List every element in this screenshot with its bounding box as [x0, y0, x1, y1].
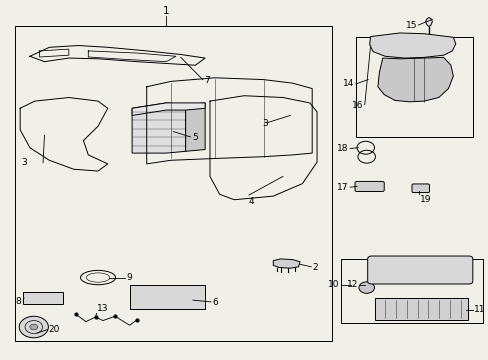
Text: 20: 20	[48, 325, 60, 334]
FancyBboxPatch shape	[130, 285, 204, 309]
Circle shape	[19, 316, 48, 338]
Text: 9: 9	[126, 273, 132, 282]
FancyBboxPatch shape	[367, 256, 472, 284]
Polygon shape	[369, 33, 455, 58]
Text: 11: 11	[473, 305, 484, 314]
Text: 2: 2	[311, 263, 317, 272]
FancyBboxPatch shape	[411, 184, 428, 193]
Bar	[341, 259, 482, 323]
Text: 17: 17	[337, 183, 348, 192]
Text: 19: 19	[419, 195, 431, 204]
Text: 3: 3	[262, 119, 268, 128]
Text: 14: 14	[343, 80, 354, 89]
Circle shape	[30, 324, 38, 330]
Polygon shape	[273, 259, 300, 268]
FancyBboxPatch shape	[354, 181, 384, 192]
Polygon shape	[377, 57, 452, 102]
Text: 12: 12	[346, 280, 358, 289]
Polygon shape	[425, 18, 431, 27]
Polygon shape	[132, 103, 204, 116]
Text: 8: 8	[16, 297, 21, 306]
Text: 1: 1	[163, 6, 169, 16]
Bar	[355, 37, 472, 137]
Text: 4: 4	[248, 197, 254, 206]
FancyBboxPatch shape	[22, 292, 63, 304]
Polygon shape	[185, 103, 204, 151]
Text: 6: 6	[211, 298, 217, 307]
Bar	[15, 26, 331, 341]
Text: 16: 16	[351, 101, 363, 110]
Polygon shape	[132, 103, 185, 153]
Text: 5: 5	[192, 133, 197, 142]
Text: 13: 13	[97, 304, 108, 313]
Text: 7: 7	[203, 76, 209, 85]
Text: 3: 3	[21, 158, 27, 167]
FancyBboxPatch shape	[374, 298, 467, 320]
Circle shape	[358, 282, 374, 293]
Text: 18: 18	[337, 144, 348, 153]
Text: 10: 10	[328, 280, 339, 289]
Text: 15: 15	[406, 21, 417, 30]
